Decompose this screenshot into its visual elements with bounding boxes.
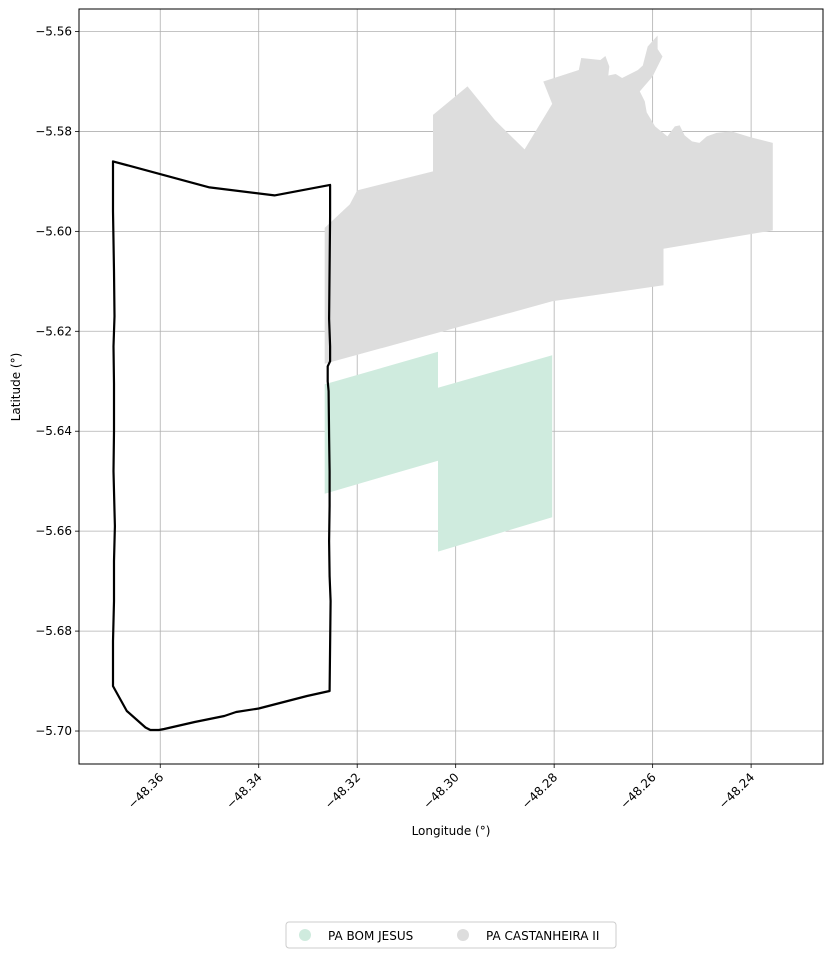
- y-tick-label: −5.66: [35, 524, 72, 538]
- y-tick-label: −5.58: [35, 124, 72, 138]
- x-tick-label: −48.32: [322, 770, 363, 811]
- y-tick-label: −5.56: [35, 24, 72, 38]
- map-polygons: [111, 35, 773, 732]
- legend-marker-castanheira: [457, 929, 469, 941]
- legend: PA BOM JESUS PA CASTANHEIRA II: [285, 921, 617, 949]
- x-tick-label: −48.36: [125, 770, 166, 811]
- y-tick-label: −5.60: [35, 224, 72, 238]
- x-axis-label: Longitude (°): [412, 824, 491, 838]
- polygon-pa-castanheira-ii: [324, 35, 773, 364]
- legend-label-castanheira: PA CASTANHEIRA II: [486, 929, 599, 943]
- legend-marker-bom-jesus: [299, 929, 311, 941]
- y-axis-ticks: −5.56 −5.58 −5.60 −5.62 −5.64 −5.66 −5.68 −5.70: [35, 24, 79, 738]
- polygon-study-area-outline: [111, 160, 332, 732]
- y-tick-label: −5.68: [35, 624, 72, 638]
- x-tick-label: −48.30: [420, 770, 461, 811]
- y-tick-label: −5.70: [35, 724, 72, 738]
- plot-frame: [78, 8, 824, 765]
- x-tick-label: −48.24: [716, 770, 757, 811]
- legend-label-bom-jesus: PA BOM JESUS: [328, 929, 413, 943]
- x-tick-label: −48.34: [224, 770, 265, 811]
- y-axis-label: Latitude (°): [9, 353, 23, 422]
- legend-box: [285, 921, 617, 949]
- x-tick-label: −48.28: [519, 770, 560, 811]
- y-tick-label: −5.62: [35, 324, 72, 338]
- polygon-pa-bom-jesus: [324, 351, 553, 552]
- x-axis-ticks: −48.36 −48.34 −48.32 −48.30 −48.28 −48.26 −48.…: [125, 764, 757, 812]
- y-tick-label: −5.64: [35, 424, 72, 438]
- x-tick-label: −48.26: [617, 770, 658, 811]
